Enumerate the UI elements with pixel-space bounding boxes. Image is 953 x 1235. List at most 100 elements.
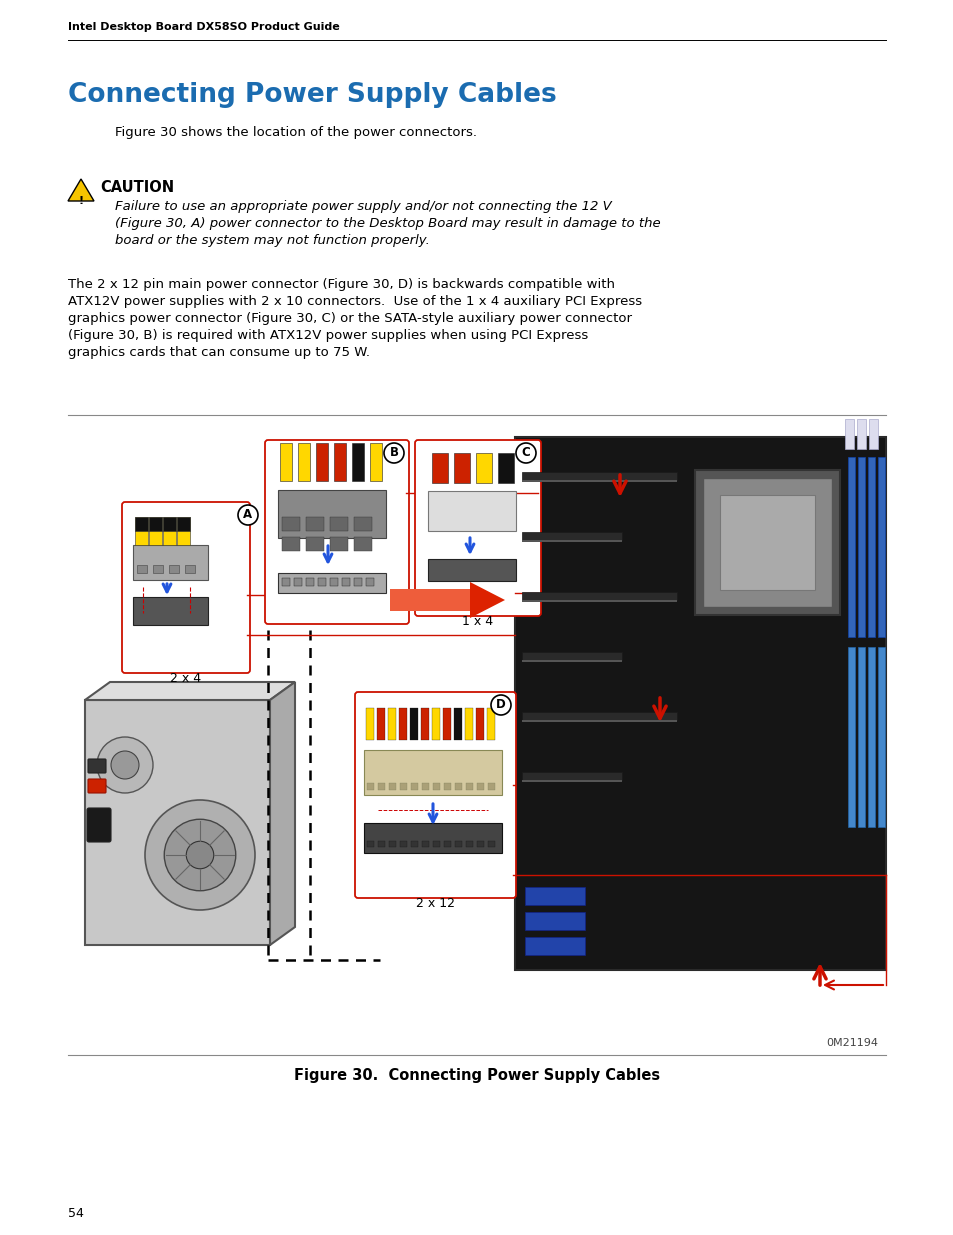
Bar [455, 841, 461, 847]
Bar [720, 495, 814, 590]
Text: Connecting Power Supply Cables: Connecting Power Supply Cables [68, 82, 557, 107]
Bar [521, 532, 621, 540]
Bar [857, 647, 864, 827]
Bar [399, 783, 407, 790]
Bar [521, 781, 621, 782]
Bar [376, 708, 385, 740]
Bar [177, 517, 190, 531]
Bar [364, 823, 501, 853]
Text: Failure to use an appropriate power supply and/or not connecting the 12 V: Failure to use an appropriate power supp… [115, 200, 611, 212]
Bar [521, 720, 677, 722]
Text: Figure 30.  Connecting Power Supply Cables: Figure 30. Connecting Power Supply Cable… [294, 1068, 659, 1083]
Bar [476, 453, 492, 483]
Bar [354, 517, 372, 531]
FancyBboxPatch shape [88, 760, 106, 773]
Circle shape [145, 800, 254, 910]
Bar [277, 573, 386, 593]
Bar [428, 492, 516, 531]
FancyBboxPatch shape [87, 808, 111, 842]
Circle shape [111, 751, 139, 779]
Bar [163, 517, 175, 545]
Bar [868, 419, 877, 450]
Bar [366, 578, 374, 585]
Bar [486, 708, 495, 740]
Bar [388, 708, 395, 740]
Text: graphics cards that can consume up to 75 W.: graphics cards that can consume up to 75… [68, 346, 370, 359]
Bar [411, 783, 417, 790]
FancyBboxPatch shape [355, 692, 516, 898]
Bar [465, 841, 473, 847]
Text: 54: 54 [68, 1207, 84, 1220]
Bar [421, 841, 429, 847]
Bar [443, 841, 451, 847]
Text: ATX12V power supplies with 2 x 10 connectors.  Use of the 1 x 4 auxiliary PCI Ex: ATX12V power supplies with 2 x 10 connec… [68, 295, 641, 308]
Bar [277, 490, 386, 538]
Bar [524, 887, 584, 905]
Bar [377, 841, 385, 847]
Bar [488, 783, 495, 790]
Bar [515, 437, 885, 969]
Bar [442, 708, 451, 740]
Bar [137, 564, 147, 573]
Text: (Figure 30, A) power connector to the Desktop Board may result in damage to the: (Figure 30, A) power connector to the De… [115, 217, 659, 230]
Bar [177, 517, 190, 545]
Bar [454, 708, 461, 740]
Text: C: C [521, 447, 530, 459]
Bar [132, 597, 208, 625]
Bar [163, 517, 175, 531]
Bar [524, 937, 584, 955]
Bar [521, 659, 621, 662]
Bar [364, 750, 501, 795]
Bar [354, 537, 372, 551]
Bar [856, 419, 865, 450]
FancyBboxPatch shape [88, 779, 106, 793]
Bar [702, 478, 831, 606]
Bar [377, 783, 385, 790]
Bar [411, 841, 417, 847]
Bar [443, 783, 451, 790]
Bar [428, 559, 516, 580]
Bar [330, 537, 348, 551]
Bar [432, 453, 448, 483]
Bar [455, 783, 461, 790]
Bar [476, 708, 483, 740]
Bar [433, 783, 439, 790]
Circle shape [516, 443, 536, 463]
Bar [844, 419, 853, 450]
Text: 2 x 4: 2 x 4 [171, 672, 201, 685]
Bar [282, 537, 299, 551]
Bar [149, 517, 162, 531]
Circle shape [164, 819, 235, 890]
Bar [521, 652, 621, 659]
Bar [330, 517, 348, 531]
Bar [135, 517, 148, 531]
Bar [433, 841, 439, 847]
Bar [476, 841, 483, 847]
Bar [465, 783, 473, 790]
Bar [847, 647, 854, 827]
FancyBboxPatch shape [122, 501, 250, 673]
Text: A: A [243, 509, 253, 521]
Bar [306, 537, 324, 551]
Bar [521, 600, 677, 601]
Bar [354, 578, 361, 585]
Text: !: ! [78, 196, 84, 206]
FancyBboxPatch shape [85, 700, 270, 945]
Bar [135, 517, 148, 545]
Bar [149, 517, 162, 545]
Bar [476, 783, 483, 790]
FancyArrow shape [390, 582, 504, 618]
Bar [317, 578, 326, 585]
Bar [367, 783, 374, 790]
Bar [867, 457, 874, 637]
Bar [521, 472, 677, 480]
Bar [847, 457, 854, 637]
Circle shape [186, 841, 213, 868]
Text: Figure 30 shows the location of the power connectors.: Figure 30 shows the location of the powe… [115, 126, 476, 140]
Bar [367, 841, 374, 847]
Text: (Figure 30, B) is required with ATX12V power supplies when using PCI Express: (Figure 30, B) is required with ATX12V p… [68, 329, 588, 342]
Text: board or the system may not function properly.: board or the system may not function pro… [115, 233, 430, 247]
Text: 1 x 4: 1 x 4 [462, 615, 493, 629]
Bar [399, 841, 407, 847]
Bar [185, 564, 194, 573]
